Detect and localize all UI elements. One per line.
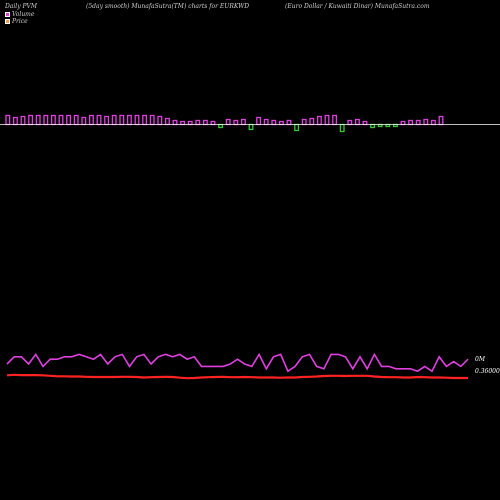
- volume-bar: [88, 114, 94, 126]
- volume-bars: [5, 114, 444, 133]
- volume-bar: [370, 123, 376, 129]
- volume-bar: [225, 118, 231, 126]
- volume-bar: [81, 116, 87, 126]
- volume-bar: [111, 114, 117, 126]
- header-left: Daily PVM: [5, 3, 38, 10]
- volume-bar: [126, 114, 132, 126]
- legend-price-label: Price: [12, 18, 28, 25]
- legend-volume: Volume: [5, 11, 34, 18]
- volume-bar: [423, 118, 429, 126]
- legend-price: Price: [5, 18, 28, 25]
- volume-bar: [12, 116, 18, 126]
- volume-bar: [149, 114, 155, 126]
- header-right: (Euro Dollar / Kuwaiti Dinar) MunafaSutr…: [285, 3, 430, 10]
- volume-bar: [43, 114, 49, 126]
- volume-bar: [354, 118, 360, 126]
- volume-bar: [172, 119, 178, 126]
- volume-bar: [263, 118, 269, 126]
- volume-bar: [218, 123, 224, 129]
- volume-bar: [271, 119, 277, 126]
- volume-bar: [438, 115, 444, 126]
- volume-bar: [157, 115, 163, 126]
- volume-bar: [324, 114, 330, 126]
- volume-bar: [309, 117, 315, 126]
- volume-bar: [316, 115, 322, 126]
- volume-bar: [96, 114, 102, 126]
- pvm-line: [6, 352, 469, 373]
- volume-bar: [119, 114, 125, 126]
- volume-bar: [202, 119, 208, 126]
- volume-bar: [332, 114, 338, 126]
- volume-bar: [339, 123, 345, 133]
- volume-bar: [164, 117, 170, 126]
- volume-bar: [210, 120, 216, 126]
- volume-bar: [28, 114, 34, 126]
- volume-bar: [362, 120, 368, 126]
- volume-bar: [73, 114, 79, 126]
- volume-bar: [195, 119, 201, 126]
- volume-bar: [134, 114, 140, 126]
- volume-bar: [58, 114, 64, 126]
- ytick-label-0: 0M: [475, 356, 486, 363]
- volume-bar: [347, 119, 353, 126]
- volume-bar: [240, 118, 246, 126]
- volume-bar: [430, 119, 436, 126]
- volume-bar: [301, 118, 307, 126]
- volume-bar: [142, 114, 148, 126]
- ytick-label-1: 0.36000: [475, 368, 500, 375]
- volume-bar: [104, 115, 110, 126]
- volume-bar: [50, 114, 56, 126]
- volume-bar: [5, 114, 11, 126]
- volume-bar: [400, 120, 406, 126]
- volume-bar: [248, 123, 254, 131]
- volume-bar: [35, 114, 41, 126]
- header-center: (5day smooth) MunafaSutra(TM) charts for…: [86, 3, 250, 10]
- volume-bar: [294, 123, 300, 132]
- legend-price-swatch: [5, 19, 10, 24]
- volume-bar: [233, 119, 239, 126]
- volume-bar: [180, 120, 186, 126]
- volume-bar: [415, 119, 421, 126]
- volume-bar: [187, 120, 193, 126]
- volume-bar: [256, 116, 262, 126]
- volume-bar: [278, 120, 284, 126]
- volume-bar: [20, 115, 26, 126]
- legend-volume-swatch: [5, 12, 10, 17]
- volume-bar: [286, 119, 292, 126]
- legend-volume-label: Volume: [12, 11, 35, 18]
- volume-bar: [66, 114, 72, 126]
- price-line: [6, 373, 468, 380]
- volume-bar: [408, 119, 414, 126]
